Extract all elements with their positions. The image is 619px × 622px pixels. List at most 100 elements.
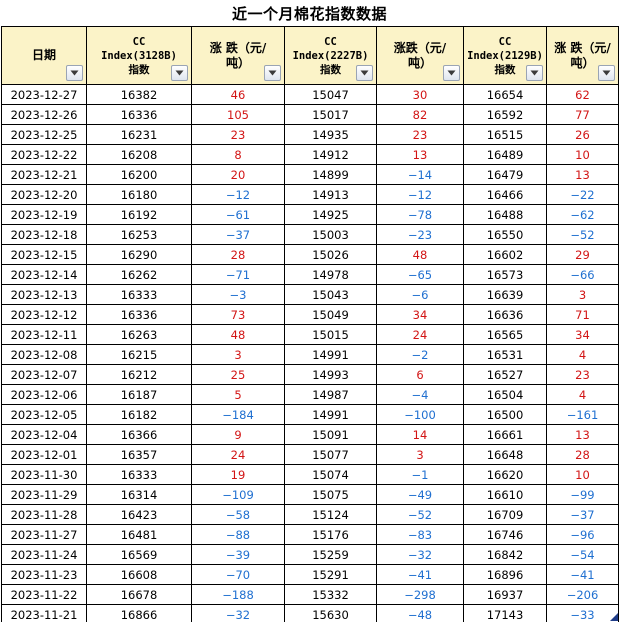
cell-date[interactable]: 2023-11-24 <box>1 544 87 565</box>
cell-c2227[interactable]: −83 <box>376 524 464 545</box>
cell-i2129[interactable]: 16636 <box>463 304 547 325</box>
cell-c3128[interactable]: −58 <box>191 504 285 525</box>
table-row[interactable]: 2023-11-23 16608 −70 15291 −41 16896 −41 <box>1 564 619 585</box>
table-row[interactable]: 2023-11-28 16423 −58 15124 −52 16709 −37 <box>1 504 619 525</box>
cell-i3128[interactable]: 16187 <box>86 384 192 405</box>
table-row[interactable]: 2023-12-22 16208 8 14912 13 16489 10 <box>1 144 619 165</box>
cell-date[interactable]: 2023-12-27 <box>1 84 87 105</box>
cell-i3128[interactable]: 16314 <box>86 484 192 505</box>
cell-c2129[interactable]: −33 <box>546 604 619 622</box>
table-row[interactable]: 2023-11-24 16569 −39 15259 −32 16842 −54 <box>1 544 619 565</box>
cell-i3128[interactable]: 16263 <box>86 324 192 345</box>
cell-c2129[interactable]: −37 <box>546 504 619 525</box>
cell-c2227[interactable]: −6 <box>376 284 464 305</box>
cell-c2227[interactable]: 34 <box>376 304 464 325</box>
cell-i2227[interactable]: 15630 <box>284 604 377 622</box>
cell-c3128[interactable]: 46 <box>191 84 285 105</box>
resize-handle[interactable] <box>610 613 618 621</box>
cell-c2129[interactable]: 29 <box>546 244 619 265</box>
cell-c3128[interactable]: 23 <box>191 124 285 145</box>
cell-i2129[interactable]: 16479 <box>463 164 547 185</box>
cell-c2227[interactable]: −32 <box>376 544 464 565</box>
table-row[interactable]: 2023-12-06 16187 5 14987 −4 16504 4 <box>1 384 619 405</box>
cell-c2227[interactable]: −65 <box>376 264 464 285</box>
cell-i2129[interactable]: 16620 <box>463 464 547 485</box>
cell-i3128[interactable]: 16200 <box>86 164 192 185</box>
cell-c3128[interactable]: 19 <box>191 464 285 485</box>
cell-date[interactable]: 2023-12-01 <box>1 444 87 465</box>
cell-i2129[interactable]: 16602 <box>463 244 547 265</box>
table-row[interactable]: 2023-11-27 16481 −88 15176 −83 16746 −96 <box>1 524 619 545</box>
cell-c2227[interactable]: 23 <box>376 124 464 145</box>
cell-i3128[interactable]: 16357 <box>86 444 192 465</box>
cell-c2227[interactable]: −1 <box>376 464 464 485</box>
table-row[interactable]: 2023-12-14 16262 −71 14978 −65 16573 −66 <box>1 264 619 285</box>
cell-i3128[interactable]: 16382 <box>86 84 192 105</box>
table-row[interactable]: 2023-12-11 16263 48 15015 24 16565 34 <box>1 324 619 345</box>
cell-i2129[interactable]: 16550 <box>463 224 547 245</box>
cell-date[interactable]: 2023-12-15 <box>1 244 87 265</box>
cell-c2227[interactable]: −78 <box>376 204 464 225</box>
cell-c2129[interactable]: −52 <box>546 224 619 245</box>
filter-dropdown-icon-c2129[interactable] <box>598 65 615 81</box>
cell-i3128[interactable]: 16481 <box>86 524 192 545</box>
cell-i2129[interactable]: 16489 <box>463 144 547 165</box>
cell-i2129[interactable]: 16709 <box>463 504 547 525</box>
cell-c3128[interactable]: 105 <box>191 104 285 125</box>
column-header-i3128[interactable]: CC Index(3128B) 指数 <box>86 26 192 85</box>
table-row[interactable]: 2023-12-15 16290 28 15026 48 16602 29 <box>1 244 619 265</box>
cell-date[interactable]: 2023-11-21 <box>1 604 87 622</box>
cell-i2227[interactable]: 15015 <box>284 324 377 345</box>
table-row[interactable]: 2023-11-29 16314 −109 15075 −49 16610 −99 <box>1 484 619 505</box>
cell-i2129[interactable]: 16527 <box>463 364 547 385</box>
table-row[interactable]: 2023-12-19 16192 −61 14925 −78 16488 −62 <box>1 204 619 225</box>
table-row[interactable]: 2023-12-08 16215 3 14991 −2 16531 4 <box>1 344 619 365</box>
cell-i2129[interactable]: 16565 <box>463 324 547 345</box>
cell-i2129[interactable]: 16488 <box>463 204 547 225</box>
cell-i2227[interactable]: 14993 <box>284 364 377 385</box>
cell-date[interactable]: 2023-12-21 <box>1 164 87 185</box>
table-row[interactable]: 2023-12-05 16182 −184 14991 −100 16500 −161 <box>1 404 619 425</box>
cell-i3128[interactable]: 16262 <box>86 264 192 285</box>
column-header-c2129[interactable]: 涨 跌（元/吨） <box>546 26 619 85</box>
cell-i3128[interactable]: 16336 <box>86 104 192 125</box>
cell-date[interactable]: 2023-12-26 <box>1 104 87 125</box>
cell-i3128[interactable]: 16180 <box>86 184 192 205</box>
cell-c2227[interactable]: 24 <box>376 324 464 345</box>
cell-c3128[interactable]: −61 <box>191 204 285 225</box>
cell-i2227[interactable]: 15074 <box>284 464 377 485</box>
cell-date[interactable]: 2023-12-22 <box>1 144 87 165</box>
cell-i3128[interactable]: 16212 <box>86 364 192 385</box>
table-row[interactable]: 2023-11-30 16333 19 15074 −1 16620 10 <box>1 464 619 485</box>
cell-c2227[interactable]: 14 <box>376 424 464 445</box>
cell-date[interactable]: 2023-11-22 <box>1 584 87 605</box>
cell-date[interactable]: 2023-12-20 <box>1 184 87 205</box>
cell-date[interactable]: 2023-11-28 <box>1 504 87 525</box>
cell-c2129[interactable]: 62 <box>546 84 619 105</box>
cell-date[interactable]: 2023-12-12 <box>1 304 87 325</box>
cell-i2129[interactable]: 16504 <box>463 384 547 405</box>
cell-i2129[interactable]: 16610 <box>463 484 547 505</box>
table-row[interactable]: 2023-12-26 16336 105 15017 82 16592 77 <box>1 104 619 125</box>
cell-i2129[interactable]: 16896 <box>463 564 547 585</box>
filter-dropdown-icon-date[interactable] <box>66 65 83 81</box>
cell-c2227[interactable]: 48 <box>376 244 464 265</box>
cell-i2227[interactable]: 14913 <box>284 184 377 205</box>
cell-c3128[interactable]: 20 <box>191 164 285 185</box>
cell-c3128[interactable]: −12 <box>191 184 285 205</box>
cell-c2129[interactable]: 4 <box>546 384 619 405</box>
cell-date[interactable]: 2023-12-13 <box>1 284 87 305</box>
cell-i2227[interactable]: 15017 <box>284 104 377 125</box>
table-row[interactable]: 2023-12-18 16253 −37 15003 −23 16550 −52 <box>1 224 619 245</box>
cell-c2227[interactable]: −52 <box>376 504 464 525</box>
cell-i3128[interactable]: 16333 <box>86 284 192 305</box>
cell-c3128[interactable]: 5 <box>191 384 285 405</box>
cell-i2227[interactable]: 14899 <box>284 164 377 185</box>
cell-i2129[interactable]: 16746 <box>463 524 547 545</box>
column-header-i2129[interactable]: CC Index(2129B) 指数 <box>463 26 547 85</box>
cell-i3128[interactable]: 16678 <box>86 584 192 605</box>
cell-i3128[interactable]: 16608 <box>86 564 192 585</box>
cell-c2227[interactable]: 3 <box>376 444 464 465</box>
cell-c3128[interactable]: 9 <box>191 424 285 445</box>
cell-i2227[interactable]: 14978 <box>284 264 377 285</box>
